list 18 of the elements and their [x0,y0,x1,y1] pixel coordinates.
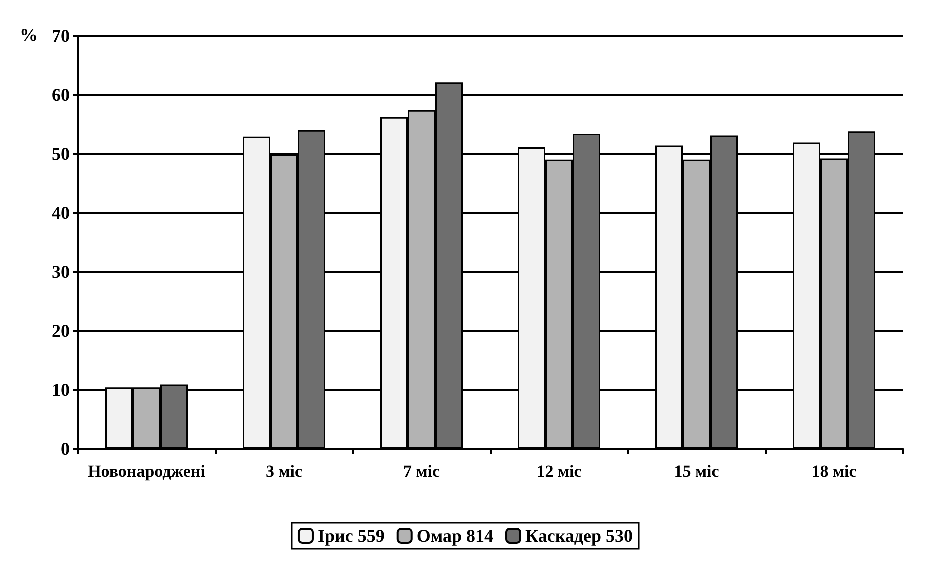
x-tick-label: Новонароджені [88,462,206,481]
x-tick-label: 3 міс [266,462,303,481]
legend-label: Каскадер 530 [526,526,634,546]
y-tick-label: 40 [52,203,70,223]
legend-label: Ірис 559 [318,526,385,546]
x-tick-label: 12 міс [536,462,582,481]
y-tick-label: 10 [52,380,70,400]
y-tick-label: 30 [52,262,70,282]
y-axis-title: % [20,25,38,45]
y-tick-label: 20 [52,321,70,341]
x-tick-label: 15 міс [674,462,720,481]
y-tick-label: 0 [61,439,70,459]
x-tick-label: 7 міс [403,462,440,481]
y-tick-label: 70 [52,26,70,46]
legend-label: Омар 814 [416,526,494,546]
x-tick-label: 18 міс [812,462,858,481]
y-tick-label: 60 [52,85,70,105]
y-tick-label: 50 [52,144,70,164]
